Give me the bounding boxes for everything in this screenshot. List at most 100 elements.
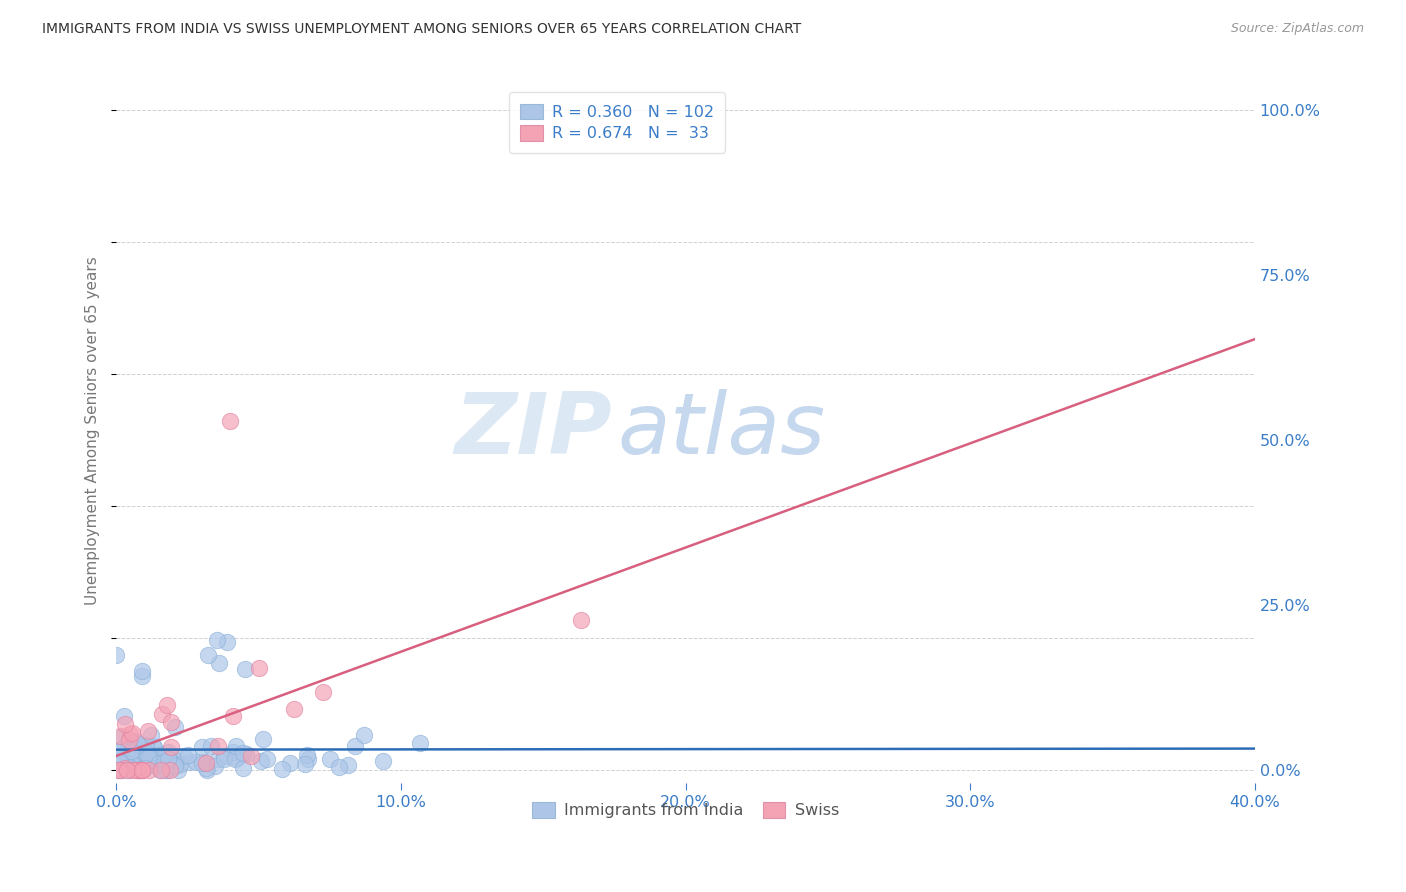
Point [186, 756, 208, 770]
Point [127, 763, 149, 777]
Point [132, 756, 155, 771]
Text: atlas: atlas [617, 389, 825, 472]
Point [569, 613, 592, 627]
Text: Source: ZipAtlas.com: Source: ZipAtlas.com [1230, 22, 1364, 36]
Point [134, 761, 156, 775]
Point [110, 743, 132, 757]
Point [195, 763, 218, 777]
Point [165, 753, 187, 767]
Point [207, 752, 229, 766]
Point [149, 752, 172, 766]
Point [121, 757, 143, 772]
Point [312, 685, 335, 699]
Point [232, 761, 254, 775]
Point [177, 747, 200, 762]
Point [222, 709, 245, 723]
Point [114, 761, 136, 775]
Point [155, 763, 177, 777]
Point [118, 763, 141, 777]
Point [124, 747, 146, 761]
Point [193, 755, 215, 769]
Point [207, 739, 229, 753]
Point [131, 763, 153, 777]
Legend: Immigrants from India, Swiss: Immigrants from India, Swiss [526, 796, 845, 825]
Point [204, 759, 226, 773]
Point [205, 632, 228, 647]
Y-axis label: Unemployment Among Seniors over 65 years: Unemployment Among Seniors over 65 years [86, 256, 100, 605]
Point [142, 739, 165, 753]
Point [165, 757, 187, 772]
Point [112, 709, 135, 723]
Point [200, 739, 222, 753]
Point [111, 741, 134, 756]
Point [283, 702, 305, 716]
Point [111, 730, 134, 744]
Point [139, 754, 162, 768]
Point [153, 757, 176, 772]
Point [278, 756, 301, 771]
Point [150, 748, 173, 763]
Point [117, 742, 139, 756]
Point [208, 656, 231, 670]
Point [409, 736, 432, 750]
Point [135, 738, 157, 752]
Point [156, 745, 179, 759]
Point [135, 747, 157, 761]
Point [235, 747, 257, 761]
Point [128, 763, 150, 777]
Point [107, 763, 129, 777]
Point [108, 763, 131, 777]
Point [336, 757, 359, 772]
Point [131, 669, 153, 683]
Point [297, 752, 319, 766]
Point [256, 752, 278, 766]
Point [131, 763, 153, 777]
Point [157, 752, 180, 766]
Point [111, 752, 134, 766]
Point [169, 757, 191, 772]
Point [212, 748, 235, 763]
Point [212, 752, 235, 766]
Point [153, 756, 176, 770]
Point [117, 757, 139, 772]
Point [155, 756, 177, 771]
Point [225, 739, 247, 753]
Point [124, 734, 146, 748]
Point [156, 756, 179, 770]
Point [194, 761, 217, 775]
Point [250, 754, 273, 768]
Point [179, 755, 201, 769]
Point [105, 648, 128, 662]
Point [226, 750, 249, 764]
Point [125, 763, 148, 777]
Point [222, 745, 245, 759]
Point [129, 751, 152, 765]
Point [150, 706, 173, 721]
Point [131, 763, 153, 777]
Point [271, 762, 294, 776]
Point [197, 648, 219, 662]
Point [167, 763, 190, 777]
Point [122, 763, 145, 777]
Point [143, 739, 166, 754]
Point [160, 757, 183, 772]
Point [165, 721, 187, 735]
Point [148, 756, 170, 770]
Point [135, 741, 157, 756]
Point [120, 744, 142, 758]
Point [142, 756, 165, 771]
Point [108, 755, 131, 769]
Point [239, 749, 262, 764]
Point [328, 760, 350, 774]
Point [294, 756, 316, 771]
Point [373, 754, 395, 768]
Point [160, 756, 183, 771]
Point [114, 716, 136, 731]
Point [117, 760, 139, 774]
Point [353, 728, 375, 742]
Point [344, 739, 367, 754]
Point [224, 752, 246, 766]
Point [160, 714, 183, 729]
Point [160, 739, 183, 754]
Point [141, 728, 163, 742]
